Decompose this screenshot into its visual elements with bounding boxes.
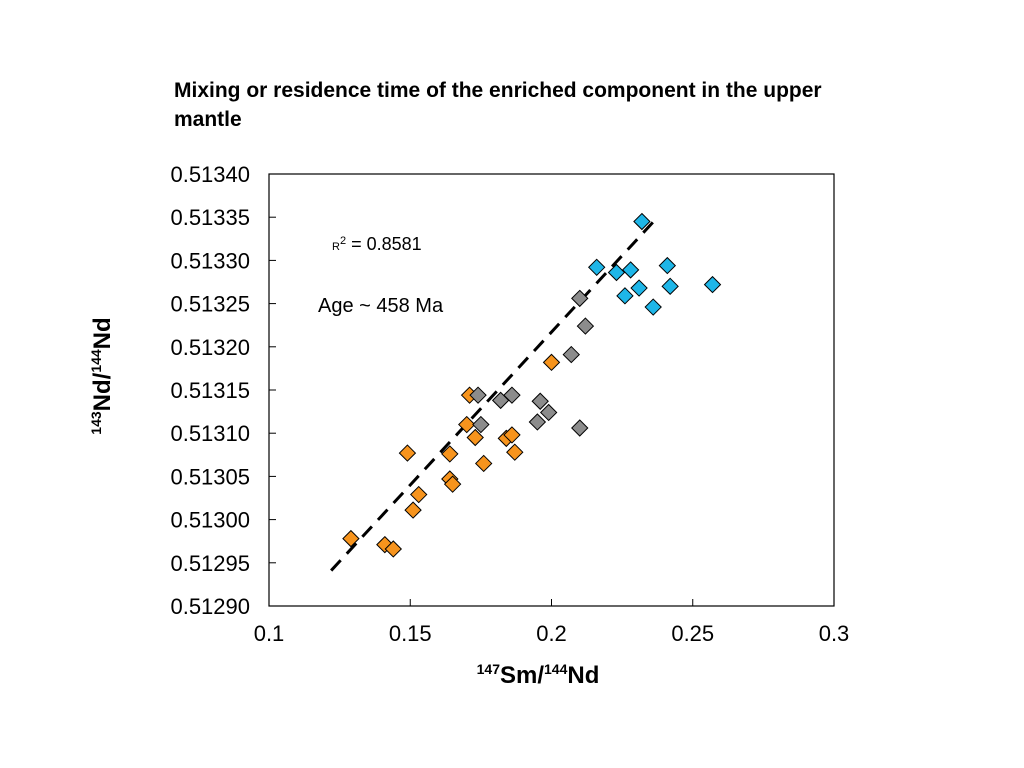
y-tick-label: 0.51335 [170, 205, 250, 230]
x-tick-label: 0.3 [819, 621, 850, 646]
x-tick-label: 0.15 [389, 621, 432, 646]
data-point [607, 263, 626, 282]
data-point [571, 289, 589, 308]
y-axis: 0.51290 0.51295 0.51300 0.51305 0.51310 0.513… [170, 162, 276, 619]
data-point [443, 475, 462, 493]
data-point [441, 445, 459, 463]
x-axis: 0.1 0.15 0.2 0.25 0.3 [254, 599, 850, 646]
trendline [330, 217, 658, 572]
y-axis-title: 143Nd/144Nd [88, 317, 116, 434]
x-tick-label: 0.1 [254, 621, 285, 646]
y-tick-label: 0.51290 [170, 594, 250, 619]
y-axis-sup1: 143 [88, 411, 104, 435]
data-point [644, 298, 662, 316]
data-point [469, 386, 487, 404]
data-point [630, 279, 648, 297]
data-point [576, 317, 595, 335]
data-point [404, 501, 422, 519]
data-points [342, 212, 722, 558]
data-point [410, 485, 428, 504]
r2-annotation: R2 = 0.8581 [332, 234, 422, 254]
data-point [616, 287, 634, 305]
y-axis-sup2: 144 [88, 349, 104, 373]
data-point [587, 258, 606, 277]
data-point [633, 212, 651, 231]
y-tick-label: 0.51315 [170, 378, 250, 403]
y-tick-label: 0.51300 [170, 508, 250, 533]
y-tick-label: 0.51295 [170, 551, 250, 576]
y-tick-label: 0.51310 [170, 421, 250, 446]
x-axis-title: 147Sm/144Nd [477, 661, 600, 689]
x-tick-label: 0.25 [671, 621, 714, 646]
data-point [539, 403, 558, 422]
trendline-group [330, 217, 658, 572]
page-title: Mixing or residence time of the enriched… [174, 79, 822, 131]
x-axis-mid: Sm/ [500, 662, 544, 689]
data-point [506, 443, 524, 461]
data-point [472, 415, 490, 434]
data-point [503, 386, 521, 404]
data-point [621, 261, 640, 279]
y-axis-end: Nd [89, 317, 116, 349]
y-tick-label: 0.51330 [170, 248, 250, 273]
data-point [542, 353, 561, 372]
data-point [342, 529, 360, 548]
y-tick-label: 0.51340 [170, 162, 250, 187]
data-point [466, 428, 484, 447]
r2-label: R [332, 241, 340, 253]
data-point [474, 454, 493, 473]
data-point [458, 415, 476, 434]
data-point [531, 392, 549, 410]
y-tick-label: 0.51305 [170, 464, 250, 489]
data-point [384, 540, 403, 558]
y-tick-label: 0.51325 [170, 292, 250, 317]
x-tick-label: 0.2 [536, 621, 567, 646]
data-point [661, 277, 679, 296]
r2-value: = 0.8581 [346, 234, 422, 254]
y-tick-label: 0.51320 [170, 335, 250, 360]
data-point [658, 256, 677, 275]
data-point [503, 426, 521, 444]
x-axis-end: Nd [567, 662, 599, 689]
data-point [571, 419, 589, 437]
x-axis-sup1: 147 [477, 661, 501, 677]
y-axis-mid: Nd/ [89, 372, 116, 411]
data-point [703, 275, 722, 294]
data-point [398, 444, 417, 462]
x-axis-sup2: 144 [544, 661, 568, 677]
r2-sup: 2 [340, 235, 346, 247]
age-annotation: Age ~ 458 Ma [318, 295, 444, 317]
data-point [562, 345, 580, 364]
data-point [528, 413, 547, 431]
